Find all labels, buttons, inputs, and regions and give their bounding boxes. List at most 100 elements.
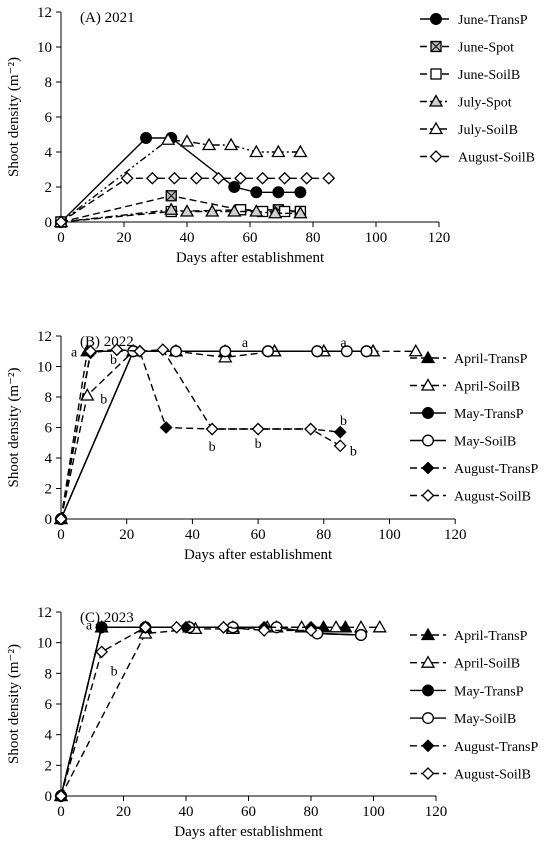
legend-marker bbox=[421, 489, 435, 502]
legend-marker bbox=[421, 739, 435, 753]
data-point bbox=[311, 345, 324, 358]
data-point bbox=[228, 181, 241, 193]
x-tick-label: 40 bbox=[185, 527, 200, 543]
data-point bbox=[80, 388, 95, 401]
legend-label: April-TransP bbox=[454, 352, 528, 367]
data-point bbox=[408, 343, 423, 357]
series-line bbox=[60, 350, 416, 520]
legend-label: August-TransP bbox=[454, 740, 538, 755]
panel-title: (C) 2023 bbox=[80, 610, 134, 626]
data-point bbox=[110, 343, 124, 357]
x-tick-label: 0 bbox=[57, 230, 65, 246]
significance-label: b bbox=[110, 353, 117, 368]
series-April-TransP bbox=[53, 343, 381, 525]
series-August-TransP bbox=[54, 620, 318, 803]
data-point bbox=[234, 171, 247, 185]
y-tick-label: 0 bbox=[45, 512, 53, 528]
data-point bbox=[304, 422, 318, 436]
x-tick-label: 0 bbox=[57, 804, 65, 820]
legend-label: June-TransP bbox=[458, 13, 528, 28]
y-tick-label: 8 bbox=[45, 390, 53, 406]
legend-marker bbox=[428, 94, 444, 107]
legend: April-TransP April-SoilB May-TransP May-Soi… bbox=[410, 627, 538, 783]
x-tick-label: 120 bbox=[428, 230, 451, 246]
legend-label: April-SoilB bbox=[454, 657, 520, 672]
y-axis-title: Shoot density (m⁻²) bbox=[6, 57, 22, 177]
legend-label: May-TransP bbox=[454, 684, 524, 699]
data-point bbox=[170, 620, 184, 634]
legend-label: July-SoilB bbox=[458, 123, 518, 138]
series-line bbox=[60, 348, 341, 520]
series-August-SoilB bbox=[54, 171, 336, 229]
y-axis-title: Shoot density (m⁻²) bbox=[6, 368, 22, 488]
data-point bbox=[140, 132, 153, 144]
data-point bbox=[333, 425, 347, 439]
legend-marker bbox=[420, 627, 436, 641]
y-tick-label: 4 bbox=[45, 728, 53, 744]
series-April-SoilB bbox=[53, 620, 387, 802]
y-tick-label: 8 bbox=[45, 666, 53, 682]
data-point bbox=[293, 144, 308, 158]
data-point bbox=[170, 345, 182, 358]
data-point bbox=[249, 144, 264, 158]
legend-marker bbox=[430, 68, 442, 80]
y-tick-label: 4 bbox=[45, 145, 53, 161]
legend-marker bbox=[428, 121, 444, 135]
data-point bbox=[133, 344, 147, 358]
legend-label: April-TransP bbox=[454, 629, 528, 644]
data-point bbox=[120, 171, 134, 185]
x-tick-label: 100 bbox=[365, 230, 388, 246]
data-point bbox=[333, 439, 347, 453]
series-July-Spot bbox=[53, 202, 308, 228]
data-point bbox=[167, 171, 181, 185]
data-point bbox=[360, 345, 373, 358]
series-May-SoilB bbox=[55, 345, 373, 525]
y-tick-label: 0 bbox=[45, 789, 53, 805]
significance-label: b bbox=[350, 444, 357, 459]
y-tick-label: 10 bbox=[37, 636, 52, 652]
legend-marker bbox=[420, 378, 436, 391]
x-axis-title: Days after establishment bbox=[176, 250, 325, 266]
data-point bbox=[164, 202, 179, 215]
y-tick-label: 6 bbox=[45, 421, 53, 437]
significance-label: b bbox=[340, 414, 347, 429]
legend-marker bbox=[420, 350, 436, 364]
data-point bbox=[271, 144, 286, 158]
data-point bbox=[84, 344, 97, 358]
significance-label: a bbox=[86, 618, 93, 633]
data-point bbox=[205, 422, 219, 436]
panel-title: (B) 2022 bbox=[80, 334, 134, 350]
legend-marker bbox=[429, 150, 443, 163]
data-point bbox=[223, 137, 239, 151]
series-August-TransP bbox=[54, 343, 347, 526]
y-tick-label: 12 bbox=[37, 5, 52, 21]
x-tick-label: 20 bbox=[116, 804, 131, 820]
data-point bbox=[219, 345, 232, 358]
legend-marker bbox=[421, 461, 435, 475]
data-point bbox=[338, 620, 353, 633]
data-point bbox=[328, 620, 344, 633]
legend-label: July-Spot bbox=[458, 96, 512, 111]
significance-label: b bbox=[100, 393, 107, 408]
significance-label: a bbox=[71, 345, 78, 360]
data-point bbox=[95, 645, 109, 659]
legend-label: August-SoilB bbox=[458, 151, 535, 166]
data-point bbox=[304, 623, 318, 637]
data-point bbox=[372, 620, 387, 633]
y-tick-label: 6 bbox=[45, 110, 53, 126]
data-point bbox=[212, 171, 225, 185]
series-line bbox=[60, 348, 341, 520]
x-tick-label: 120 bbox=[425, 804, 448, 820]
legend-label: April-SoilB bbox=[454, 380, 520, 395]
panel-title: (A) 2021 bbox=[80, 10, 135, 26]
significance-label: a bbox=[340, 336, 347, 351]
series-August-SoilB bbox=[54, 620, 318, 803]
data-point bbox=[294, 620, 309, 633]
data-point bbox=[256, 171, 270, 185]
legend-marker bbox=[422, 712, 434, 725]
data-point bbox=[250, 186, 263, 199]
x-tick-label: 60 bbox=[241, 804, 256, 820]
